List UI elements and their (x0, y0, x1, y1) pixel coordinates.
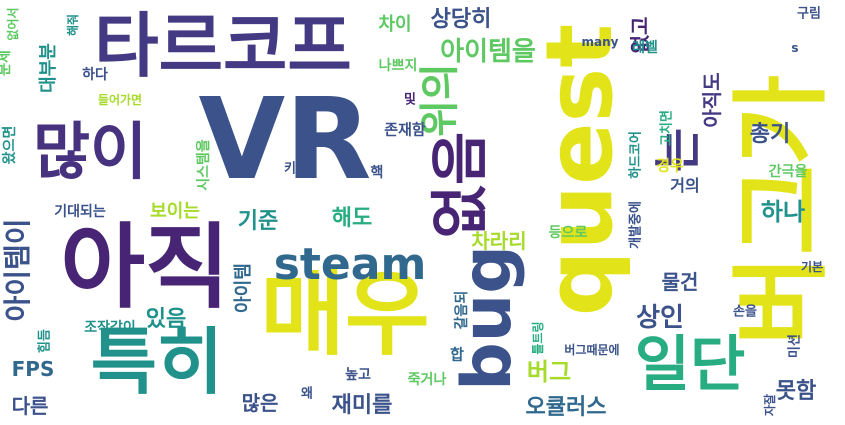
word: 손을 (733, 304, 757, 320)
word: 하다 (82, 67, 108, 83)
word: 죽거나 (407, 372, 447, 388)
word: 문제 (0, 50, 13, 76)
word: 상인 (636, 303, 684, 333)
word: 차라리 (471, 229, 527, 253)
word: 버그때문에 (564, 343, 620, 357)
word: 없어서 (6, 7, 20, 41)
word: steam (273, 239, 427, 290)
word: 기대되는 (54, 204, 106, 220)
word: 타르코프 (94, 5, 352, 87)
word: 기준 (237, 209, 279, 234)
word: 총기 (749, 122, 791, 147)
word: 힘듬 (37, 329, 53, 353)
word: 있음 (145, 307, 187, 332)
word: 기본 (800, 260, 824, 274)
word: 아이템 (233, 263, 254, 313)
word: 대부분 (38, 43, 59, 93)
word: 개발중에 (628, 201, 644, 249)
word: 물건 (661, 270, 699, 294)
word: 위의 (417, 63, 463, 137)
word: 조작감이 (84, 320, 136, 336)
word: 매우 (260, 261, 430, 368)
word: 간극을 (768, 164, 808, 180)
word: 보이는 (150, 201, 200, 222)
word: 아이템이 (1, 218, 34, 322)
word: 거의 (670, 176, 700, 195)
word: 경우 (656, 156, 684, 175)
word: 없음 (426, 131, 494, 239)
word: 아직도 (700, 72, 724, 128)
word: quest (526, 23, 633, 317)
word: 왜 (301, 386, 313, 402)
word: 왔으면 (2, 125, 18, 165)
word: 하나 (760, 198, 806, 226)
word: 미션 (787, 334, 803, 358)
word: 많은 (241, 391, 279, 415)
word: 해줘 (66, 13, 80, 37)
word: s (791, 41, 799, 55)
word: 아직 (60, 214, 230, 321)
word: 해도 (331, 206, 373, 231)
word: 아이템을 (440, 37, 536, 67)
word: 많이 (32, 115, 148, 188)
word: 나쁘지 (378, 58, 418, 74)
word: 시스템을 (196, 139, 212, 191)
word: 합 (450, 345, 464, 364)
word: 존재함 (384, 120, 426, 139)
word: 재미를 (331, 393, 393, 418)
word: 하드코어 (628, 131, 644, 179)
word: 상당히 (430, 7, 492, 32)
word: 차이 (378, 14, 412, 35)
word: 버그 (526, 358, 572, 386)
word: 일단 (634, 330, 746, 400)
word: VR (198, 75, 372, 205)
word: 자잘 (763, 393, 777, 417)
word: 들어가면 (97, 93, 143, 107)
word: 등으로 (548, 225, 588, 241)
word: 핵 (370, 165, 384, 181)
word: 고치면 (659, 110, 675, 146)
word: 오큘러스 (525, 395, 607, 420)
word: 레벨 (632, 40, 658, 56)
word: 구림 (797, 6, 821, 22)
word: FPS (11, 357, 55, 381)
word: 갈음되 (454, 290, 470, 330)
word: 높고 (345, 367, 371, 383)
word: 특히 (90, 320, 224, 404)
word: 키 (284, 161, 296, 177)
word: 및 (404, 92, 416, 108)
word: 다른 (11, 394, 49, 418)
word: 틀트링 (531, 321, 545, 355)
word: 못함 (775, 379, 817, 404)
word: many (581, 35, 619, 49)
